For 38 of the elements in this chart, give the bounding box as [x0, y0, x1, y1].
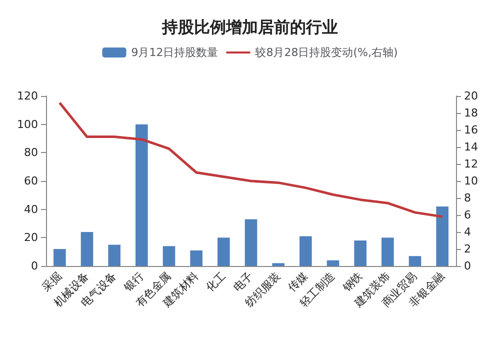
y2-tick-label: 0: [464, 260, 471, 272]
bar: [300, 236, 312, 266]
y2-tick-label: 4: [464, 226, 471, 238]
y2-tick-label: 2: [464, 242, 471, 256]
bar: [162, 246, 176, 266]
bar: [244, 219, 258, 266]
bar: [272, 263, 284, 266]
bar: [436, 206, 448, 266]
bar: [190, 250, 202, 266]
y2-tick-label: 14: [464, 140, 478, 154]
y-tick-label: 80: [24, 146, 38, 160]
bar: [136, 124, 148, 266]
y-tick-label: 60: [24, 174, 38, 188]
y2-tick-label: 18: [464, 106, 478, 120]
legend-label: 较8月28日持股变动(%,右轴): [255, 46, 398, 59]
bar: [54, 249, 66, 266]
y-tick-label: 20: [24, 231, 38, 244]
legend-label: 9月12日持股数量: [131, 46, 218, 59]
y-tick-label: 0: [31, 260, 38, 272]
bar: [108, 244, 120, 266]
y2-tick-label: 8: [464, 192, 471, 204]
bar: [218, 238, 230, 266]
bar: [354, 240, 366, 266]
y2-tick-label: 20: [464, 90, 478, 102]
y2-tick-label: 16: [464, 124, 478, 136]
y-tick-label: 100: [17, 118, 38, 131]
bar: [382, 238, 394, 266]
bar: [80, 232, 94, 266]
y-tick-label: 40: [24, 202, 38, 216]
x-tick-label: 化工: [204, 269, 228, 294]
y2-tick-label: 10: [464, 174, 478, 188]
bar: [326, 260, 340, 266]
y2-tick-label: 12: [464, 158, 478, 170]
chart-title: 持股比例增加居前的行业: [161, 18, 338, 36]
line-series: [58, 102, 444, 218]
y2-tick-label: 6: [464, 208, 471, 222]
y-tick-label: 120: [17, 90, 38, 102]
bar: [408, 256, 422, 266]
